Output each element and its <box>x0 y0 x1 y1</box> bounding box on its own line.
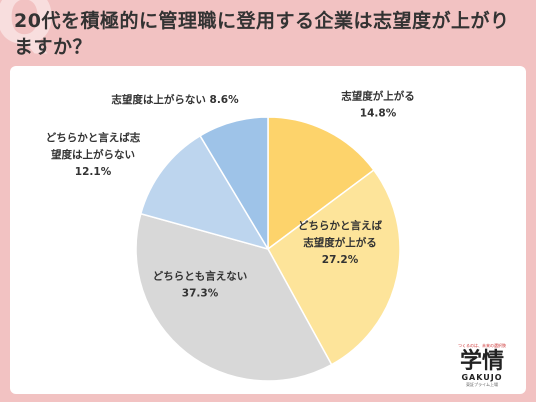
slice-text-3-0: どちらかと言えば志 <box>46 131 141 144</box>
chart-card: 志望度が上がる 14.8% どちらかと言えば 志望度が上がる 27.2% どちらとも言えな… <box>10 66 526 394</box>
logo-wordmark: 学情 <box>459 349 504 374</box>
pie-slice-1 <box>267 169 401 366</box>
pie-slice-0 <box>267 116 375 251</box>
slice-text-4-0: 志望度は上がらない 8.6% <box>111 93 239 106</box>
slice-text-0-0: 志望度が上がる <box>341 90 415 103</box>
slice-label-0: 志望度が上がる 14.8% <box>341 90 415 120</box>
pie-slice-2 <box>135 212 333 382</box>
logo-sub: 東証プライム上場 <box>466 382 498 387</box>
logo-tagline: つくるのは、未来の選択肢 <box>458 343 506 348</box>
slice-value-0: 14.8% <box>360 108 397 120</box>
pie-slice-4 <box>199 116 269 252</box>
slice-text-1-1: 志望度が上がる <box>303 236 377 249</box>
slice-value-1: 27.2% <box>322 254 359 266</box>
page-title: 20代を積極的に管理職に登用する企業は志望度が上がりますか？ <box>14 10 510 58</box>
pie-slice-3 <box>139 134 270 251</box>
slice-text-3-1: 望度は上がらない <box>51 148 135 161</box>
slice-value-3: 12.1% <box>75 166 112 178</box>
slice-text-2-0: どちらとも言えない <box>153 270 248 283</box>
slice-label-4: 志望度は上がらない 8.6% <box>111 93 239 106</box>
slice-text-1-0: どちらかと言えば <box>298 219 382 232</box>
slice-label-2: どちらとも言えない 37.3% <box>153 270 248 300</box>
slice-value-2: 37.3% <box>182 288 219 300</box>
question-mark-decoration: Q <box>0 0 56 60</box>
gakujo-logo: つくるのは、未来の選択肢 学情 GAKUJO 東証プライム上場 <box>448 343 516 388</box>
logo-english: GAKUJO <box>461 373 503 382</box>
pie-chart: 志望度が上がる14.8%どちらかと言えば志望度が上がる27.2%どちらとも言えな… <box>46 90 415 382</box>
